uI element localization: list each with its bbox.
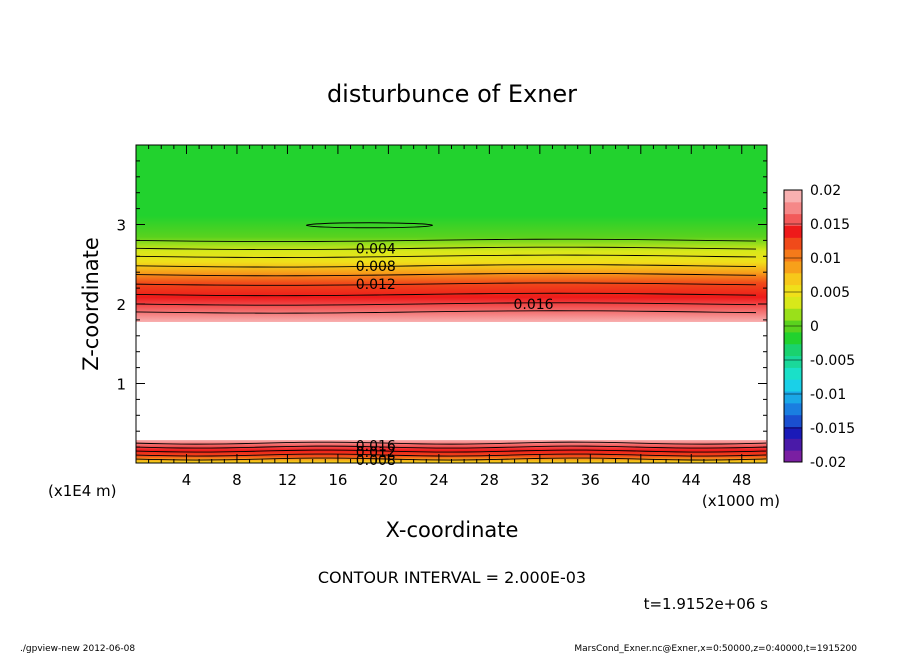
x-tick-label: 36	[581, 471, 600, 489]
colorbar-tick-label: -0.02	[810, 455, 846, 471]
contour-line	[135, 310, 757, 314]
x-tick-label: 12	[278, 471, 297, 489]
x-tick-label: 48	[732, 471, 751, 489]
colorbar-segment	[784, 237, 802, 250]
colorbar-segment	[784, 379, 802, 392]
colorbar-segment	[784, 414, 802, 428]
contour-line	[135, 254, 757, 258]
footer-left: ./gpview-new 2012-06-08	[20, 644, 135, 654]
contour-line	[135, 302, 757, 306]
colorbar-tick-label: 0.01	[810, 251, 841, 267]
colorbar-segment	[784, 450, 802, 463]
contour-line	[135, 238, 757, 243]
colorbar-segment	[784, 402, 802, 416]
colorbar-segment	[784, 201, 802, 215]
contour-line	[135, 292, 757, 297]
y-unit-label: (x1E4 m)	[48, 482, 117, 500]
colorbar-segment	[784, 260, 802, 274]
colorbar-segment	[784, 225, 802, 238]
colorbar: 0.02 0.015 0.01 0.005 0 -0.005 -0.01 -0.015 -0.0…	[783, 183, 855, 471]
colorbar-segment	[784, 367, 802, 380]
contour-interval-text: CONTOUR INTERVAL = 2.000E-03	[318, 568, 586, 587]
contour-line	[135, 453, 767, 457]
y-tick-label: 3	[116, 217, 126, 235]
contour-label: 0.016	[513, 297, 553, 313]
contour-label: 0.008	[356, 259, 396, 275]
chart-title: disturbunce of Exner	[327, 80, 577, 108]
colorbar-tick-label: -0.005	[810, 353, 855, 369]
colorbar-segment	[784, 272, 802, 286]
footer-right: MarsCond_Exner.nc@Exner,x=0:50000,z=0:40…	[574, 644, 857, 654]
contour-loop	[305, 222, 434, 229]
colorbar-tick-label: 0.02	[810, 183, 841, 199]
colorbar-tick-label: 0.005	[810, 285, 850, 301]
colorbar-segment	[784, 331, 802, 345]
x-tick-label: 28	[480, 471, 499, 489]
x-tick-label: 16	[328, 471, 347, 489]
time-text: t=1.9152e+06 s	[644, 595, 769, 613]
x-tick-label: 24	[429, 471, 448, 489]
contour-line	[135, 282, 757, 286]
x-axis: 4 8 12 16 20 24 28 32 36 40 44 48	[148, 145, 755, 489]
lower-field	[136, 440, 767, 463]
contour-label: 0.012	[356, 445, 396, 461]
colorbar-segment	[784, 438, 802, 451]
colorbar-segment	[784, 249, 802, 262]
contour-line	[135, 264, 757, 268]
upper-field	[136, 145, 767, 322]
x-axis-label: X-coordinate	[386, 518, 519, 542]
contour-line	[135, 246, 757, 251]
colorbar-tick-label: 0.015	[810, 217, 850, 233]
colorbar-segment	[784, 284, 802, 297]
colorbar-segment	[784, 213, 802, 226]
y-axis: 1 2 3	[116, 160, 767, 448]
x-tick-label: 4	[182, 471, 192, 489]
x-tick-label: 8	[232, 471, 242, 489]
colorbar-segment	[784, 426, 802, 439]
contour-line	[135, 445, 767, 449]
colorbar-tick-label: -0.015	[810, 421, 855, 437]
x-tick-label: 40	[631, 471, 650, 489]
contour-line	[135, 272, 757, 277]
colorbar-segment	[784, 296, 802, 309]
colorbar-tick-label: 0	[810, 319, 819, 335]
y-tick-label: 1	[116, 376, 126, 394]
contour-line	[135, 441, 767, 445]
x-tick-label: 20	[379, 471, 398, 489]
y-tick-label: 2	[116, 296, 126, 314]
x-tick-label: 32	[530, 471, 549, 489]
x-tick-label: 44	[682, 471, 701, 489]
colorbar-segment	[784, 391, 802, 404]
y-axis-label: Z-coordinate	[79, 237, 103, 371]
contour-label: 0.012	[356, 277, 396, 293]
contour-lines	[135, 222, 767, 461]
colorbar-tick-label: -0.01	[810, 387, 846, 403]
contour-label: 0.004	[356, 241, 396, 257]
colorbar-segment	[784, 190, 802, 203]
colorbar-segment	[784, 343, 802, 357]
colorbar-segment	[784, 308, 802, 321]
x-unit-label: (x1000 m)	[702, 492, 780, 510]
contour-label: 0.016	[356, 439, 396, 455]
colorbar-segment	[784, 355, 802, 368]
contour-line	[135, 449, 767, 453]
